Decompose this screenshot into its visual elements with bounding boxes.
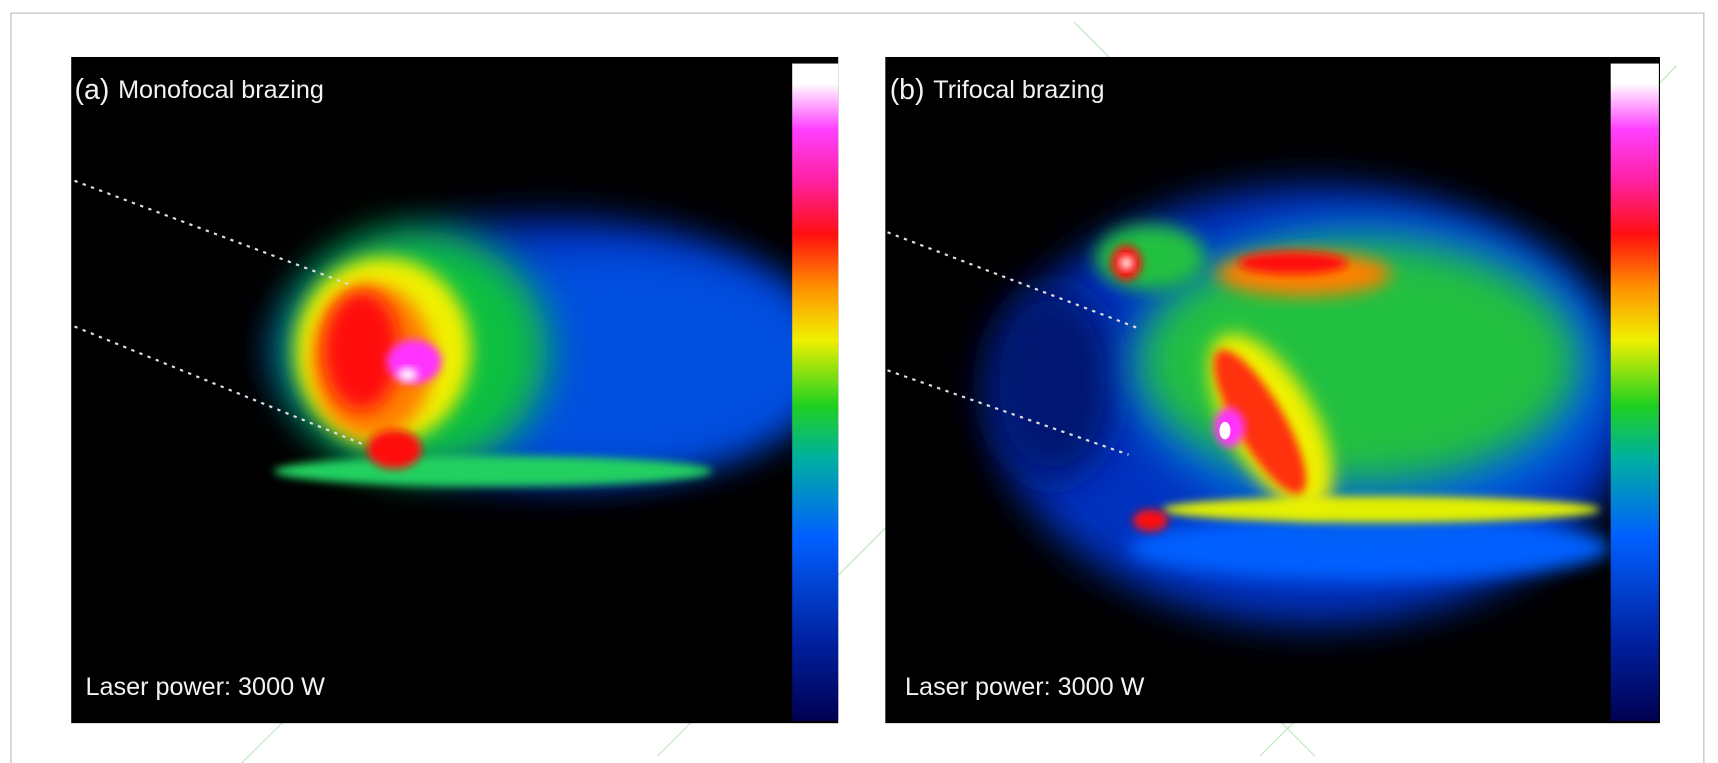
- panel-label: (b) Trifocal brazing: [890, 73, 1105, 105]
- panel-a: (a) Monofocal brazing Laser power: 3000 W: [71, 57, 838, 723]
- panel-b: (b) Trifocal brazing Laser power: 3000 W: [885, 57, 1660, 723]
- panel-letter: (b): [890, 73, 925, 105]
- panel-title: Trifocal brazing: [933, 76, 1104, 104]
- figure: (a) Monofocal brazing Laser power: 3000 W: [0, 0, 1718, 763]
- colorbar: [1611, 64, 1659, 721]
- panel-note: Laser power: 3000 W: [85, 673, 325, 701]
- figure-content: (a) Monofocal brazing Laser power: 3000 W: [11, 13, 1704, 763]
- panel-note: Laser power: 3000 W: [905, 673, 1145, 701]
- colorbar: [792, 64, 838, 721]
- panel-letter: (a): [75, 73, 110, 105]
- page: {"panels": [ {"label": "(a)", "title": "…: [0, 0, 1718, 763]
- panel-title: Monofocal brazing: [118, 76, 324, 104]
